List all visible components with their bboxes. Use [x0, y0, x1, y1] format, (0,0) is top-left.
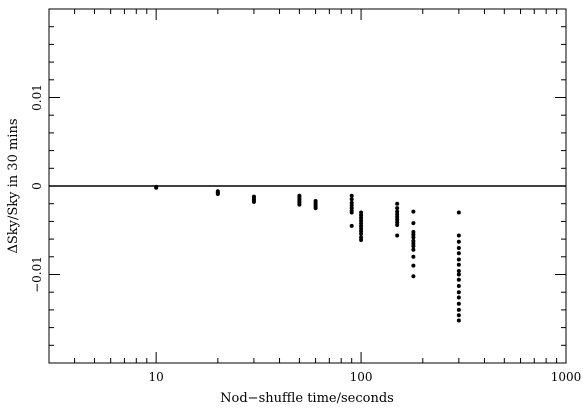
data-point: [456, 239, 461, 244]
x-tick-label: 10: [149, 370, 164, 384]
data-point: [456, 268, 461, 273]
data-point: [154, 185, 159, 190]
y-tick-label: 0: [30, 182, 44, 190]
data-point: [349, 193, 354, 198]
data-point: [456, 262, 461, 267]
data-point: [313, 206, 318, 211]
data-point: [456, 245, 461, 250]
data-point: [456, 295, 461, 300]
data-point: [359, 237, 364, 242]
data-point: [215, 191, 220, 196]
y-axis-label: ΔSky/Sky in 30 mins: [6, 118, 21, 253]
x-tick-label: 100: [350, 370, 373, 384]
y-tick-label: 0.01: [30, 84, 44, 111]
data-point: [349, 210, 354, 215]
y-tick-label: −0.01: [30, 256, 44, 293]
data-point: [456, 210, 461, 215]
data-point: [411, 221, 416, 226]
data-point: [456, 301, 461, 306]
data-point: [411, 274, 416, 279]
data-point: [411, 263, 416, 268]
data-points: [154, 184, 461, 323]
data-point: [395, 233, 400, 238]
data-point: [456, 233, 461, 238]
data-point: [395, 206, 400, 211]
data-point: [411, 244, 416, 249]
data-point: [395, 222, 400, 227]
data-point: [456, 277, 461, 282]
data-point: [456, 272, 461, 277]
data-point: [456, 290, 461, 295]
data-point: [456, 284, 461, 289]
data-point: [411, 247, 416, 252]
data-point: [411, 209, 416, 214]
x-tick-label: 1000: [551, 370, 582, 384]
data-point: [456, 257, 461, 262]
x-axis-label: Nod−shuffle time/seconds: [220, 391, 394, 406]
data-point: [395, 201, 400, 206]
data-point: [359, 231, 364, 236]
data-point: [456, 251, 461, 256]
data-point: [349, 223, 354, 228]
data-point: [456, 307, 461, 312]
data-point: [349, 197, 354, 202]
data-point: [456, 313, 461, 318]
data-point: [411, 235, 416, 240]
data-point: [411, 254, 416, 259]
data-point: [456, 318, 461, 323]
data-point: [251, 199, 256, 204]
data-point: [297, 202, 302, 207]
tick-labels: 10 100 1000 0.01 0 −0.01: [30, 84, 581, 384]
